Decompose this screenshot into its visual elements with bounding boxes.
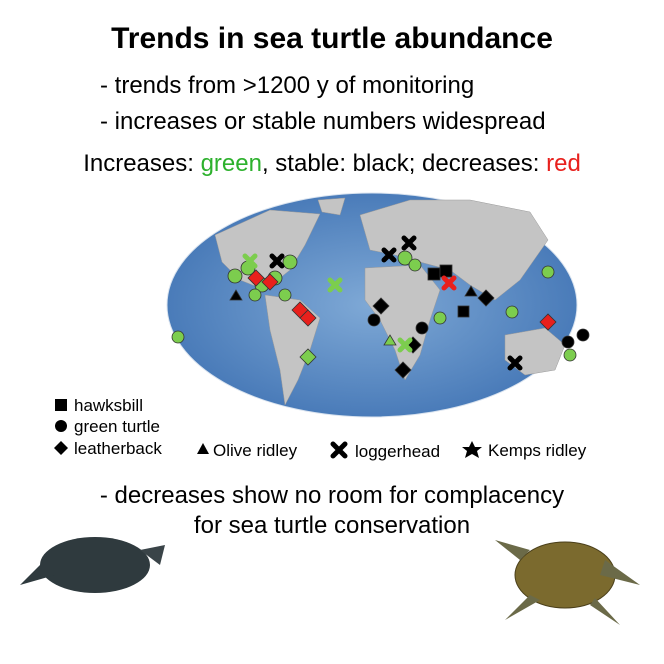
footer-text: for sea turtle conservation: [193, 512, 471, 539]
world-map: [166, 192, 590, 418]
key-green: green: [200, 150, 262, 177]
legend-label: Kemps ridley: [488, 441, 587, 460]
green-turtle-illustration: [495, 540, 640, 625]
key-red: red: [546, 150, 581, 177]
key-text: Increases:: [83, 150, 194, 177]
legend-label: Olive ridley: [213, 441, 298, 460]
title: Trends in sea turtle abundance: [111, 22, 553, 55]
color-key: Increases: green, stable: black; decreas…: [0, 150, 664, 178]
legend-label: loggerhead: [355, 442, 441, 461]
key-text: , stable: black; decreases:: [261, 150, 540, 177]
bullet: - trends from >1200 y of monitoring: [100, 72, 475, 99]
legend-label: leatherback: [74, 439, 162, 458]
legend-label: green turtle: [74, 417, 160, 436]
legend-symbols: [54, 399, 482, 459]
footer-text: - decreases show no room for complacency: [99, 482, 565, 509]
legend-label: hawksbill: [74, 396, 143, 415]
bullet: - increases or stable numbers widespread: [100, 108, 546, 135]
leatherback-illustration: [20, 537, 165, 593]
trend-markers: [171, 235, 590, 379]
